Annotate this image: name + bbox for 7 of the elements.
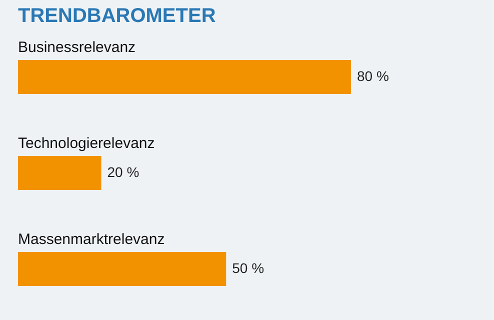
y-tick-label: Businessrelevanz	[18, 39, 136, 56]
chart-title: TRENDBAROMETER	[18, 5, 216, 27]
data-label: 20 %	[107, 164, 140, 180]
y-tick-label: Technologierelevanz	[18, 135, 155, 152]
data-label: 50 %	[232, 260, 264, 276]
y-tick-label: Massenmarktrelevanz	[18, 230, 165, 248]
data-label: 80 %	[357, 68, 389, 84]
